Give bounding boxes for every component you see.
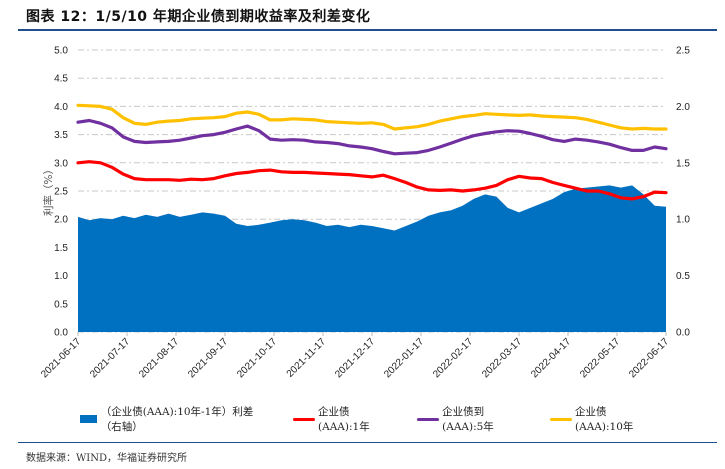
x-tick-label: 2021-07-17 [88, 336, 132, 380]
legend-item-spread: （企业债(AAA):10年-1年）利差（右轴） [80, 404, 263, 434]
spread-area [78, 185, 666, 332]
y-tick-left: 4.5 [54, 74, 68, 85]
x-tick-label: 2021-09-17 [186, 336, 230, 380]
y-tick-left: 4.0 [54, 102, 68, 113]
y-tick-right: 1.5 [676, 158, 690, 169]
legend-label-5y: 企业债到(AAA):5年 [442, 406, 494, 433]
x-tick-label: 2022-01-17 [382, 336, 426, 380]
y-axis-right: 0.0 0.5 1.0 1.5 2.0 2.5 [676, 46, 690, 339]
legend-swatch-10y [550, 417, 573, 421]
series-lines-layer [76, 103, 668, 201]
legend-item-10y: 企业债(AAA):10年 [550, 404, 650, 434]
footer-divider [18, 442, 717, 443]
legend-swatch-5y [417, 417, 440, 421]
y-tick-right: 0.5 [676, 271, 690, 282]
chart-svg: 0.0 0.5 1.0 1.5 2.0 2.5 3.0 3.5 4.0 4.5 5.0 0.0 0.5… [39, 46, 690, 381]
line-5y [76, 118, 668, 156]
x-tick-label: 2022-06-17 [627, 336, 671, 380]
y-tick-right: 2.0 [676, 102, 690, 113]
legend-label-spread: （企业债(AAA):10年-1年）利差（右轴） [100, 406, 254, 433]
legend: （企业债(AAA):10年-1年）利差（右轴） 企业债(AAA):1年 企业债到… [80, 404, 680, 434]
y-tick-left: 0.0 [54, 328, 68, 339]
chart-title: 图表 12：1/5/10 年期企业债到期收益率及利差变化 [26, 9, 371, 25]
x-tick-label: 2022-05-17 [578, 336, 622, 380]
x-axis: 2021-06-17 2021-07-17 2021-08-17 2021-09-17… [39, 332, 671, 380]
y-tick-left: 2.0 [54, 215, 68, 226]
y-axis-label: 利率（%） [42, 164, 55, 216]
x-tick-label: 2022-02-17 [431, 336, 475, 380]
y-tick-left: 0.5 [54, 299, 68, 310]
legend-item-1y: 企业债(AAA):1年 [293, 404, 387, 434]
y-tick-left: 1.0 [54, 271, 68, 282]
y-tick-right: 0.0 [676, 328, 690, 339]
legend-label-1y: 企业债(AAA):1年 [318, 406, 370, 433]
x-tick-label: 2021-12-17 [333, 336, 377, 380]
legend-label-10y: 企业债(AAA):10年 [575, 406, 634, 433]
legend-swatch-1y [293, 417, 316, 421]
spread-area-layer [78, 185, 666, 332]
title-divider [18, 29, 717, 31]
y-tick-left: 2.5 [54, 187, 68, 198]
x-tick-label: 2021-06-17 [39, 336, 83, 380]
legend-swatch-spread [80, 415, 97, 423]
y-tick-left: 5.0 [54, 46, 68, 57]
y-axis-left: 0.0 0.5 1.0 1.5 2.0 2.5 3.0 3.5 4.0 4.5 5.0 [54, 46, 68, 339]
line-1y [76, 160, 668, 201]
source-note: 数据来源：WIND，华福证券研究所 [26, 453, 187, 464]
y-tick-left: 3.0 [54, 158, 68, 169]
x-tick-label: 2021-11-17 [285, 336, 329, 380]
y-tick-right: 2.5 [676, 46, 690, 57]
x-tick-label: 2021-10-17 [235, 336, 279, 380]
legend-item-5y: 企业债到(AAA):5年 [417, 404, 520, 434]
y-tick-left: 3.5 [54, 130, 68, 141]
line-10y [76, 103, 668, 131]
y-tick-left: 1.5 [54, 243, 68, 254]
x-tick-label: 2022-04-17 [529, 336, 573, 380]
x-tick-label: 2022-03-17 [480, 336, 524, 380]
y-tick-right: 1.0 [676, 215, 690, 226]
x-tick-label: 2021-08-17 [137, 336, 181, 380]
